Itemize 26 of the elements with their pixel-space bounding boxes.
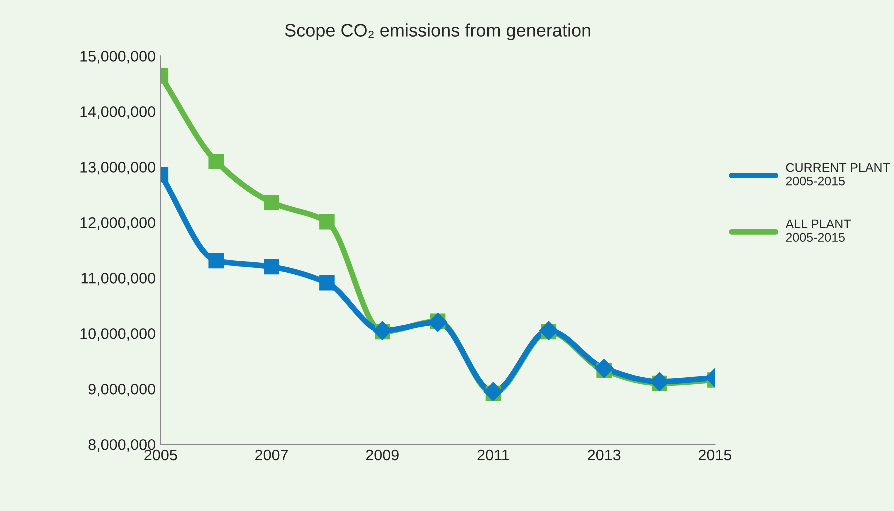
legend-label: ALL PLANT 2005-2015	[786, 220, 851, 242]
y-tick-label: 13,000,000	[80, 162, 156, 175]
point	[484, 382, 504, 402]
x-tick-label: 2015	[698, 450, 732, 461]
point	[373, 321, 392, 340]
point	[650, 372, 670, 392]
point	[320, 214, 335, 230]
y-tick-label: 8,000,000	[88, 439, 156, 452]
point	[208, 154, 224, 170]
y-tick-label: 14,000,000	[80, 106, 156, 120]
chart-title: Scope CO₂ emissions from generation	[285, 24, 590, 41]
x-tick-label: 2005	[144, 450, 178, 461]
point	[539, 321, 558, 340]
y-tick-label: 9,000,000	[88, 384, 156, 397]
y-tick-label: 11,000,000	[82, 273, 156, 286]
y-tick-label: 15,000,000	[80, 51, 156, 64]
point	[428, 312, 448, 332]
point	[594, 359, 614, 378]
y-tick-label: 12,000,000	[80, 218, 156, 230]
x-tick-label: 2009	[366, 450, 399, 461]
y-tick-label: 10,000,000	[80, 328, 156, 342]
x-tick-label: 2007	[256, 450, 288, 461]
legend-label: CURRENT PLANT 2005-2015	[786, 163, 890, 186]
x-tick-label: 2013	[588, 450, 621, 461]
x-tick-label: 2011	[478, 450, 510, 461]
point	[264, 195, 280, 210]
